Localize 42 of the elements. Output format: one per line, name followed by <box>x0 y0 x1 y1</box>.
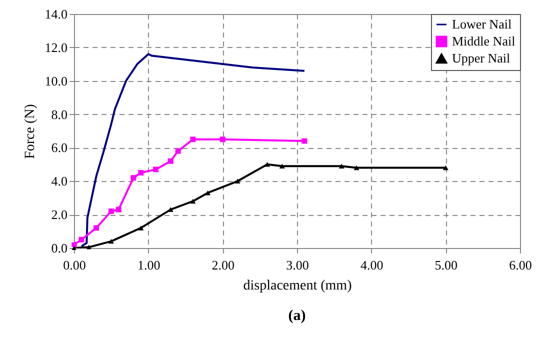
x-tick-label: 5.00 <box>434 258 458 272</box>
x-tick-label: 4.00 <box>360 258 384 272</box>
legend-label: Upper Nail <box>452 50 511 66</box>
y-tick-label: 4.0 <box>51 174 68 189</box>
y-tick-label: 10.0 <box>44 73 68 88</box>
x-tick-label: 6.00 <box>509 258 532 272</box>
point <box>94 225 100 231</box>
point <box>153 166 159 172</box>
legend-label: Middle Nail <box>452 34 516 48</box>
point <box>220 136 226 142</box>
point <box>108 208 114 214</box>
point <box>108 238 114 244</box>
point <box>338 164 344 168</box>
point <box>264 162 270 167</box>
line-series <box>80 53 306 248</box>
point <box>168 158 174 164</box>
y-axis-title: Force (N) <box>22 104 38 159</box>
y-tick-label: 8.0 <box>51 106 68 122</box>
point <box>205 190 211 196</box>
x-tick-label: 2.00 <box>212 258 235 272</box>
x-tick-label: 1.00 <box>137 258 160 272</box>
point <box>138 226 144 230</box>
point <box>279 164 285 168</box>
x-axis-title: displacement (mm) <box>243 278 352 294</box>
y-tick-label: 2.0 <box>51 207 68 222</box>
point <box>116 206 122 212</box>
point <box>302 138 308 144</box>
y-tick-label: 12.0 <box>44 40 68 55</box>
point <box>130 175 136 181</box>
point <box>190 136 196 142</box>
point <box>78 236 84 242</box>
point <box>234 178 240 184</box>
point <box>442 165 448 170</box>
x-tick-label: 0.00 <box>63 258 86 272</box>
y-tick-label: 0.0 <box>51 240 68 256</box>
point <box>175 148 181 154</box>
y-tick-label: 6.0 <box>51 140 68 156</box>
legend-label: Lower Nail <box>452 16 512 32</box>
x-tick-label: 3.00 <box>286 258 309 272</box>
point <box>138 170 144 176</box>
y-tick-label: 14.0 <box>44 6 68 22</box>
text: (a) <box>288 308 306 324</box>
